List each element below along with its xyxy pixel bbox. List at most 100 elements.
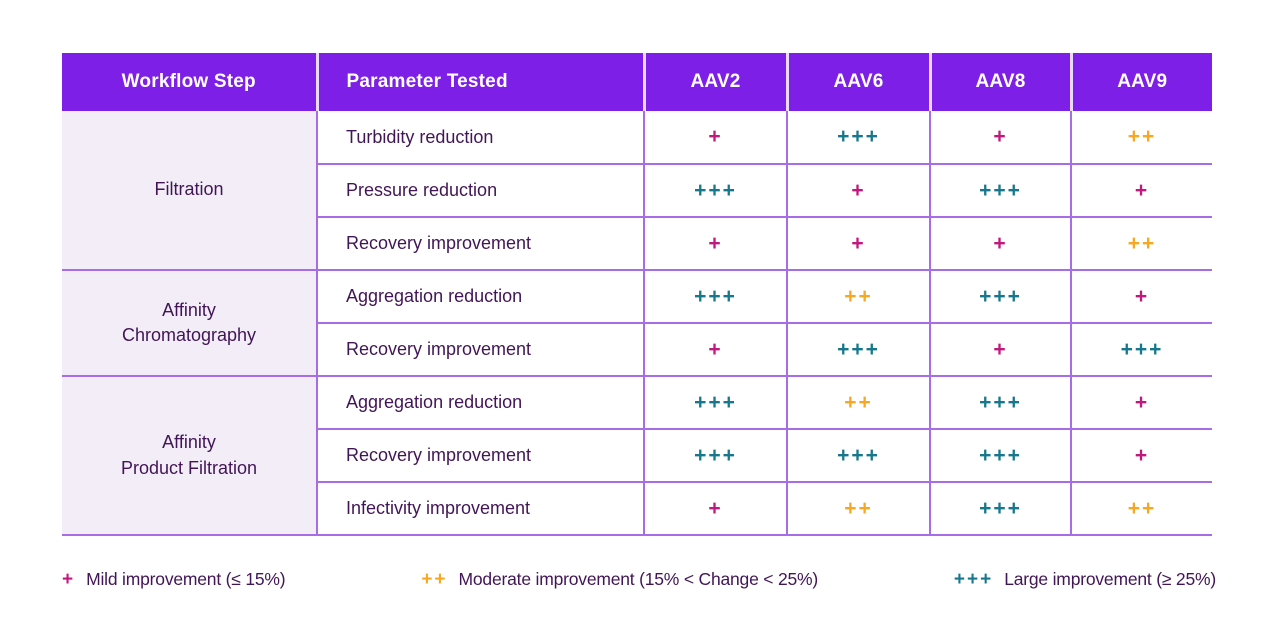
rating-symbol: +++ [694, 178, 737, 202]
rating-cell: ++ [786, 269, 931, 324]
legend: + Mild improvement (≤ 15%) ++ Moderate i… [62, 569, 1216, 590]
parameter-label: Recovery improvement [346, 445, 532, 465]
rating-cell: + [643, 481, 788, 536]
rating-symbol: +++ [979, 496, 1022, 520]
rating-symbol: ++ [844, 284, 873, 308]
parameter-label: Infectivity improvement [346, 498, 531, 518]
parameter-cell: Pressure reduction [316, 163, 645, 218]
rating-cell: + [929, 216, 1072, 271]
rating-cell: ++ [1070, 111, 1212, 165]
header-row: Workflow Step Parameter Tested AAV2 AAV6… [62, 53, 1212, 111]
rating-cell: +++ [643, 269, 788, 324]
rating-symbol: + [1134, 390, 1150, 414]
rating-symbol: +++ [837, 337, 880, 361]
legend-label: Large improvement (≥ 25%) [1004, 569, 1216, 589]
parameter-cell: Aggregation reduction [316, 375, 645, 430]
parameter-label: Aggregation reduction [346, 286, 523, 306]
workflow-step-label: Affinity Product Filtration [120, 432, 258, 478]
parameter-cell: Turbidity reduction [316, 111, 645, 165]
rating-cell: +++ [929, 375, 1072, 430]
rating-cell: ++ [1070, 216, 1212, 271]
rating-symbol: + [993, 231, 1008, 255]
header-aav9: AAV9 [1069, 53, 1212, 111]
workflow-step-cell-filtration: Filtration [62, 111, 318, 271]
parameter-label: Pressure reduction [346, 180, 498, 200]
rating-symbol: +++ [694, 443, 737, 467]
rating-symbol: +++ [1120, 337, 1164, 361]
rating-symbol: ++ [844, 496, 873, 520]
legend-label: Moderate improvement (15% < Change < 25%… [458, 569, 819, 589]
parameter-cell: Aggregation reduction [316, 269, 645, 324]
rating-cell: + [643, 111, 788, 165]
rating-symbol: +++ [979, 284, 1022, 308]
rating-symbol: + [708, 496, 723, 520]
parameter-label: Aggregation reduction [346, 392, 523, 412]
workflow-step-cell-affinity-product-filtration: Affinity Product Filtration [62, 375, 318, 536]
rating-symbol: +++ [979, 443, 1022, 467]
rating-cell: + [1070, 428, 1212, 483]
table-row: Filtration Turbidity reduction + +++ + +… [62, 111, 1212, 271]
legend-item-moderate: ++ Moderate improvement (15% < Change < … [421, 569, 818, 590]
header-aav8: AAV8 [928, 53, 1071, 111]
rating-cell: + [643, 216, 788, 271]
rating-cell: +++ [929, 428, 1072, 483]
parameter-cell: Infectivity improvement [316, 481, 645, 536]
rating-symbol: ++ [1127, 231, 1157, 255]
rating-cell: + [786, 216, 931, 271]
rating-cell: ++ [786, 481, 931, 536]
rating-cell: +++ [643, 163, 788, 218]
rating-cell: +++ [786, 111, 931, 165]
header-parameter-tested: Parameter Tested [315, 53, 644, 111]
rating-symbol: ++ [844, 390, 873, 414]
legend-item-mild: + Mild improvement (≤ 15%) [62, 569, 286, 590]
rating-symbol: + [851, 231, 866, 255]
triple-plus-icon: +++ [953, 569, 994, 590]
table-row: Infectivity improvement + ++ +++ ++ [62, 481, 1212, 536]
rating-cell: + [1070, 375, 1212, 430]
rating-cell: + [786, 163, 931, 218]
parameter-cell: Recovery improvement [316, 216, 645, 271]
header-aav2: AAV2 [642, 53, 787, 111]
rating-symbol: + [708, 337, 723, 361]
parameter-label: Recovery improvement [346, 339, 532, 359]
rating-symbol: + [993, 125, 1008, 148]
rating-cell: +++ [929, 269, 1072, 324]
aav-improvement-table: Workflow Step Parameter Tested AAV2 AAV6… [62, 53, 1212, 536]
rating-symbol: +++ [837, 125, 880, 148]
rating-cell: +++ [929, 481, 1072, 536]
parameter-cell: Recovery improvement [316, 322, 645, 377]
header-aav6: AAV6 [785, 53, 930, 111]
rating-symbol: + [1134, 284, 1150, 308]
table-row: Recovery improvement +++ +++ +++ + [62, 428, 1212, 483]
rating-symbol: + [708, 125, 723, 148]
double-plus-icon: ++ [421, 569, 448, 590]
rating-cell: + [1070, 163, 1212, 218]
rating-symbol: + [851, 178, 866, 202]
rating-cell: +++ [643, 375, 788, 430]
rating-cell: +++ [643, 428, 788, 483]
rating-symbol: ++ [1127, 496, 1157, 520]
rating-cell: + [929, 322, 1072, 377]
workflow-step-label: Affinity Chromatography [121, 299, 257, 345]
rating-cell: + [929, 111, 1072, 165]
rating-cell: +++ [929, 163, 1072, 218]
legend-label: Mild improvement (≤ 15%) [86, 569, 286, 589]
rating-cell: +++ [1070, 322, 1212, 377]
rating-symbol: +++ [837, 443, 880, 467]
workflow-step-label: Filtration [154, 179, 224, 200]
rating-cell: + [1070, 269, 1212, 324]
table-row: Affinity Chromatography Aggregation redu… [62, 269, 1212, 377]
parameter-label: Recovery improvement [346, 233, 532, 253]
header-workflow-step: Workflow Step [62, 53, 317, 111]
rating-symbol: ++ [1127, 125, 1157, 148]
legend-item-large: +++ Large improvement (≥ 25%) [954, 569, 1216, 590]
rating-symbol: + [993, 337, 1008, 361]
rating-symbol: +++ [979, 178, 1022, 202]
workflow-step-cell-affinity-chromatography: Affinity Chromatography [62, 269, 318, 377]
table-row: Pressure reduction +++ + +++ + [62, 163, 1212, 218]
table-row: Affinity Product Filtration Aggregation … [62, 375, 1212, 536]
parameter-cell: Recovery improvement [316, 428, 645, 483]
rating-cell: ++ [1070, 481, 1212, 536]
table-row: Recovery improvement + +++ + +++ [62, 322, 1212, 377]
